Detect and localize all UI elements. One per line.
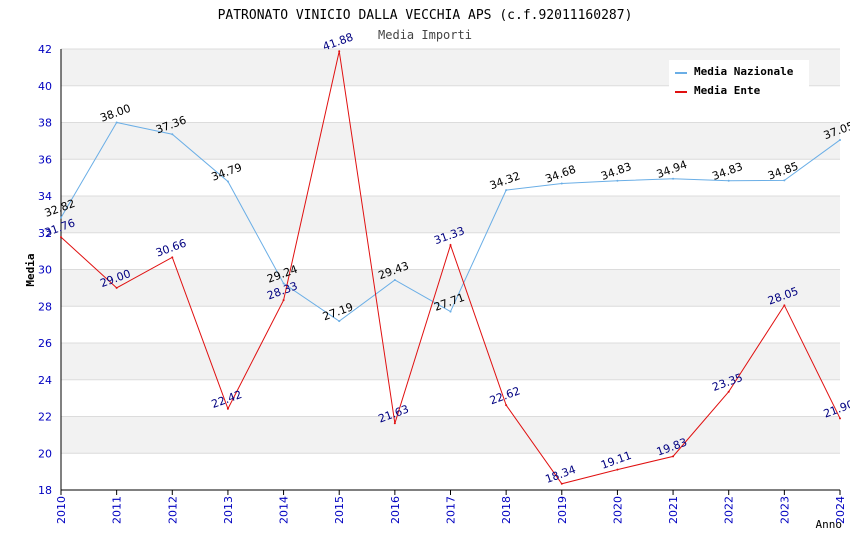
data-point [783, 304, 786, 307]
data-point [115, 121, 118, 124]
y-tick-label: 24 [38, 374, 52, 387]
data-point [505, 189, 508, 192]
x-tick-label: 2013 [222, 496, 235, 524]
data-point [338, 320, 341, 323]
data-point [115, 286, 118, 289]
x-axis-label: Anno [816, 518, 843, 531]
data-point [839, 138, 841, 141]
x-tick-label: 2014 [278, 496, 291, 524]
x-tick-label: 2021 [667, 496, 680, 524]
x-tick-label: 2023 [778, 496, 791, 524]
data-point [282, 282, 285, 285]
data-point [60, 216, 62, 219]
y-tick-label: 30 [38, 264, 52, 277]
y-axis-label: Media [24, 253, 37, 286]
data-point [449, 244, 452, 247]
x-tick-label: 2015 [333, 496, 346, 524]
x-tick-label: 2018 [500, 496, 513, 524]
data-point [393, 278, 396, 281]
x-tick-label: 2010 [55, 496, 68, 524]
data-point [560, 182, 563, 185]
x-tick-label: 2024 [834, 496, 847, 524]
data-point [171, 256, 174, 259]
data-point [672, 177, 675, 180]
x-tick-label: 2017 [445, 496, 458, 524]
data-point [616, 468, 619, 471]
y-tick-label: 42 [38, 43, 52, 56]
y-tick-label: 26 [38, 337, 52, 350]
data-point [60, 236, 62, 239]
y-tick-label: 20 [38, 447, 52, 460]
grid-band [61, 343, 840, 380]
x-tick-label: 2012 [166, 496, 179, 524]
data-point [783, 179, 786, 182]
x-tick-label: 2011 [111, 496, 124, 524]
chart-title: PATRONATO VINICIO DALLA VECCHIA APS (c.f… [218, 8, 633, 23]
y-tick-label: 22 [38, 411, 52, 424]
data-point [171, 133, 174, 136]
data-point [226, 180, 229, 183]
y-tick-label: 36 [38, 153, 52, 166]
x-tick-label: 2022 [723, 496, 736, 524]
y-tick-label: 38 [38, 117, 52, 130]
chart-subtitle: Media Importi [378, 28, 472, 42]
y-tick-label: 34 [38, 190, 52, 203]
data-point [672, 455, 675, 458]
data-point [449, 310, 452, 313]
legend-label-media-nazionale: Media Nazionale [694, 65, 794, 78]
data-point [393, 422, 396, 425]
grid-band [61, 269, 840, 307]
x-tick-label: 2019 [556, 496, 569, 524]
legend: Media Nazionale Media Ente [669, 60, 809, 100]
grid-band [61, 196, 840, 233]
data-point [839, 417, 841, 420]
x-tick-label: 2016 [389, 496, 402, 524]
x-tick-label: 2020 [611, 496, 624, 524]
data-point [338, 50, 341, 53]
grid-band [61, 416, 840, 454]
grid-band [61, 122, 840, 160]
y-tick-label: 40 [38, 80, 52, 93]
legend-box [669, 60, 809, 100]
data-point [226, 407, 229, 410]
data-point [727, 390, 730, 393]
y-tick-label: 32 [38, 227, 52, 240]
series-layer [60, 50, 841, 485]
y-tick-label: 18 [38, 484, 52, 497]
data-point [560, 482, 563, 485]
data-point [505, 404, 508, 407]
data-point [727, 179, 730, 182]
legend-label-media-ente: Media Ente [694, 84, 761, 97]
y-tick-label: 28 [38, 300, 52, 313]
data-point [616, 179, 619, 182]
data-point [282, 299, 285, 302]
